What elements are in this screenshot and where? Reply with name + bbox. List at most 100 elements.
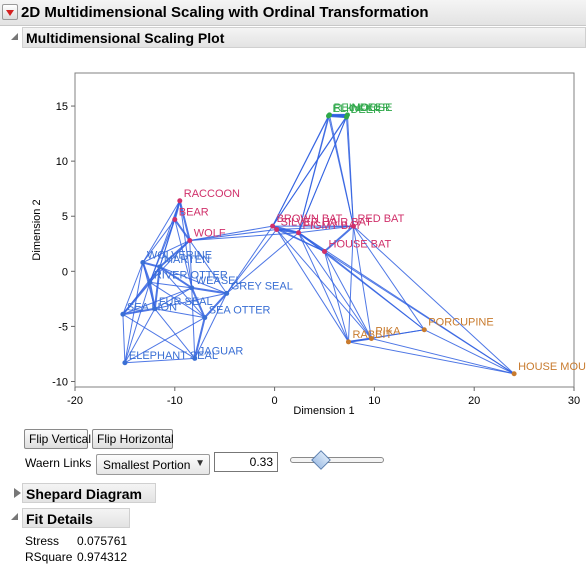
point-pigmy-bat[interactable] <box>296 230 302 236</box>
rsquare-value: 0.974312 <box>77 550 128 564</box>
waern-link <box>122 307 156 316</box>
waern-link <box>191 286 227 295</box>
flip-vertical-button[interactable]: Flip Vertical <box>24 429 91 449</box>
portion-slider-handle[interactable] <box>311 450 331 470</box>
y-axis-ticks: -10 -5 0 5 10 15 <box>52 101 75 388</box>
label-deer: DEER <box>350 104 381 116</box>
x-axis-ticks: -20 -10 0 10 20 30 <box>67 387 580 407</box>
waern-link <box>193 317 206 359</box>
point-sea-lion[interactable] <box>120 311 126 317</box>
waern-link <box>272 116 347 227</box>
waern-link <box>191 287 196 359</box>
waern-link <box>122 313 196 359</box>
waern-link <box>276 228 325 252</box>
waern-link <box>122 314 126 363</box>
point-house-mouse[interactable] <box>511 371 517 377</box>
waern-link <box>142 240 190 263</box>
waern-link <box>424 329 515 375</box>
red-triangle-menu-icon[interactable] <box>2 4 18 20</box>
waern-link <box>298 232 349 343</box>
waern-link <box>371 329 425 340</box>
waern-link <box>142 219 176 263</box>
point-elephant-seal[interactable] <box>122 360 128 366</box>
y-tick-label: -10 <box>52 376 68 388</box>
report-title: 2D Multidimensional Scaling with Ordinal… <box>21 4 429 21</box>
shepard-section-header[interactable]: Shepard Diagram <box>22 483 156 503</box>
waern-link <box>298 225 354 234</box>
portion-value-input[interactable] <box>214 452 278 472</box>
disclosure-open-icon[interactable] <box>11 513 18 520</box>
label-marten: MARTEN <box>164 254 210 266</box>
point-sea-otter[interactable] <box>202 315 208 321</box>
waern-links-selected: Smallest Portion <box>103 458 191 472</box>
waern-link <box>189 240 228 294</box>
chevron-down-icon: ▼ <box>195 458 205 469</box>
disclosure-open-icon[interactable] <box>11 33 18 40</box>
label-wolverine: WOLVERINE <box>147 250 212 262</box>
label-silver-hair-bat: SILVER HAIR BAT <box>281 216 373 228</box>
label-brown-bat: BROWN BAT <box>277 213 343 225</box>
waern-link <box>353 225 425 330</box>
waern-link <box>122 262 144 315</box>
waern-link <box>149 219 176 283</box>
label-pigmy-bat: PIGMY BAT <box>303 220 362 232</box>
fit-details-section-header[interactable]: Fit Details <box>22 508 130 528</box>
point-silver-hair-bat[interactable] <box>274 226 280 232</box>
point-weasel[interactable] <box>189 285 195 291</box>
point-marten[interactable] <box>157 264 163 270</box>
point-brown-bat[interactable] <box>270 223 276 229</box>
point-rabbit[interactable] <box>345 339 351 345</box>
point-river-otter[interactable] <box>147 279 153 285</box>
waern-link <box>148 282 156 309</box>
waern-link <box>122 266 161 315</box>
y-tick-label: 0 <box>62 266 68 278</box>
portion-slider-track[interactable] <box>290 457 384 463</box>
y-tick-label: -5 <box>58 321 68 333</box>
y-axis-label: Dimension 2 <box>31 199 43 260</box>
point-house-bat[interactable] <box>322 248 327 254</box>
point-fur-seal[interactable] <box>152 306 158 312</box>
plot-section-title: Multidimensional Scaling Plot <box>26 30 225 46</box>
waern-link <box>328 115 354 227</box>
point-deer[interactable] <box>343 114 349 120</box>
waern-link <box>347 226 354 342</box>
label-sea-lion: SEA LION <box>127 301 177 313</box>
point-grey-seal[interactable] <box>224 290 230 296</box>
point-wolf[interactable] <box>187 237 193 243</box>
waern-link <box>276 225 354 230</box>
flip-horizontal-button[interactable]: Flip Horizontal <box>92 429 174 449</box>
point-red-bat[interactable] <box>350 223 356 229</box>
disclosure-closed-icon[interactable] <box>14 488 21 498</box>
x-tick-label: 20 <box>468 395 480 407</box>
point-wolverine[interactable] <box>140 260 146 266</box>
label-weasel: WEASEL <box>196 275 242 287</box>
point-raccoon[interactable] <box>177 198 183 204</box>
point-jaguar[interactable] <box>192 355 198 361</box>
rsquare-row: RSquare 0.974312 <box>25 550 135 566</box>
waern-link <box>124 282 151 363</box>
point-elk[interactable] <box>325 113 331 119</box>
waern-link <box>324 251 372 339</box>
point-porcupine[interactable] <box>421 327 427 333</box>
label-sea-otter: SEA OTTER <box>209 305 271 317</box>
waern-link <box>203 292 228 319</box>
waern-link <box>149 281 206 319</box>
waern-links-dropdown[interactable]: Smallest Portion ▼ <box>96 454 210 475</box>
label-moose: MOOSE <box>351 102 392 114</box>
waern-link <box>345 117 354 227</box>
point-pika[interactable] <box>368 336 374 342</box>
waern-link <box>324 251 349 342</box>
point-bear[interactable] <box>172 217 178 223</box>
waern-link <box>124 262 144 363</box>
rsquare-label: RSquare <box>25 550 73 564</box>
waern-link <box>226 232 299 294</box>
waern-link <box>272 115 329 227</box>
x-tick-label: -10 <box>167 395 183 407</box>
label-red-bat: RED BAT <box>357 213 404 225</box>
waern-link <box>276 228 299 234</box>
plot-section-header[interactable]: Multidimensional Scaling Plot <box>22 27 586 48</box>
x-tick-label: 0 <box>272 395 278 407</box>
waern-link <box>189 225 273 241</box>
waern-link <box>348 341 515 375</box>
